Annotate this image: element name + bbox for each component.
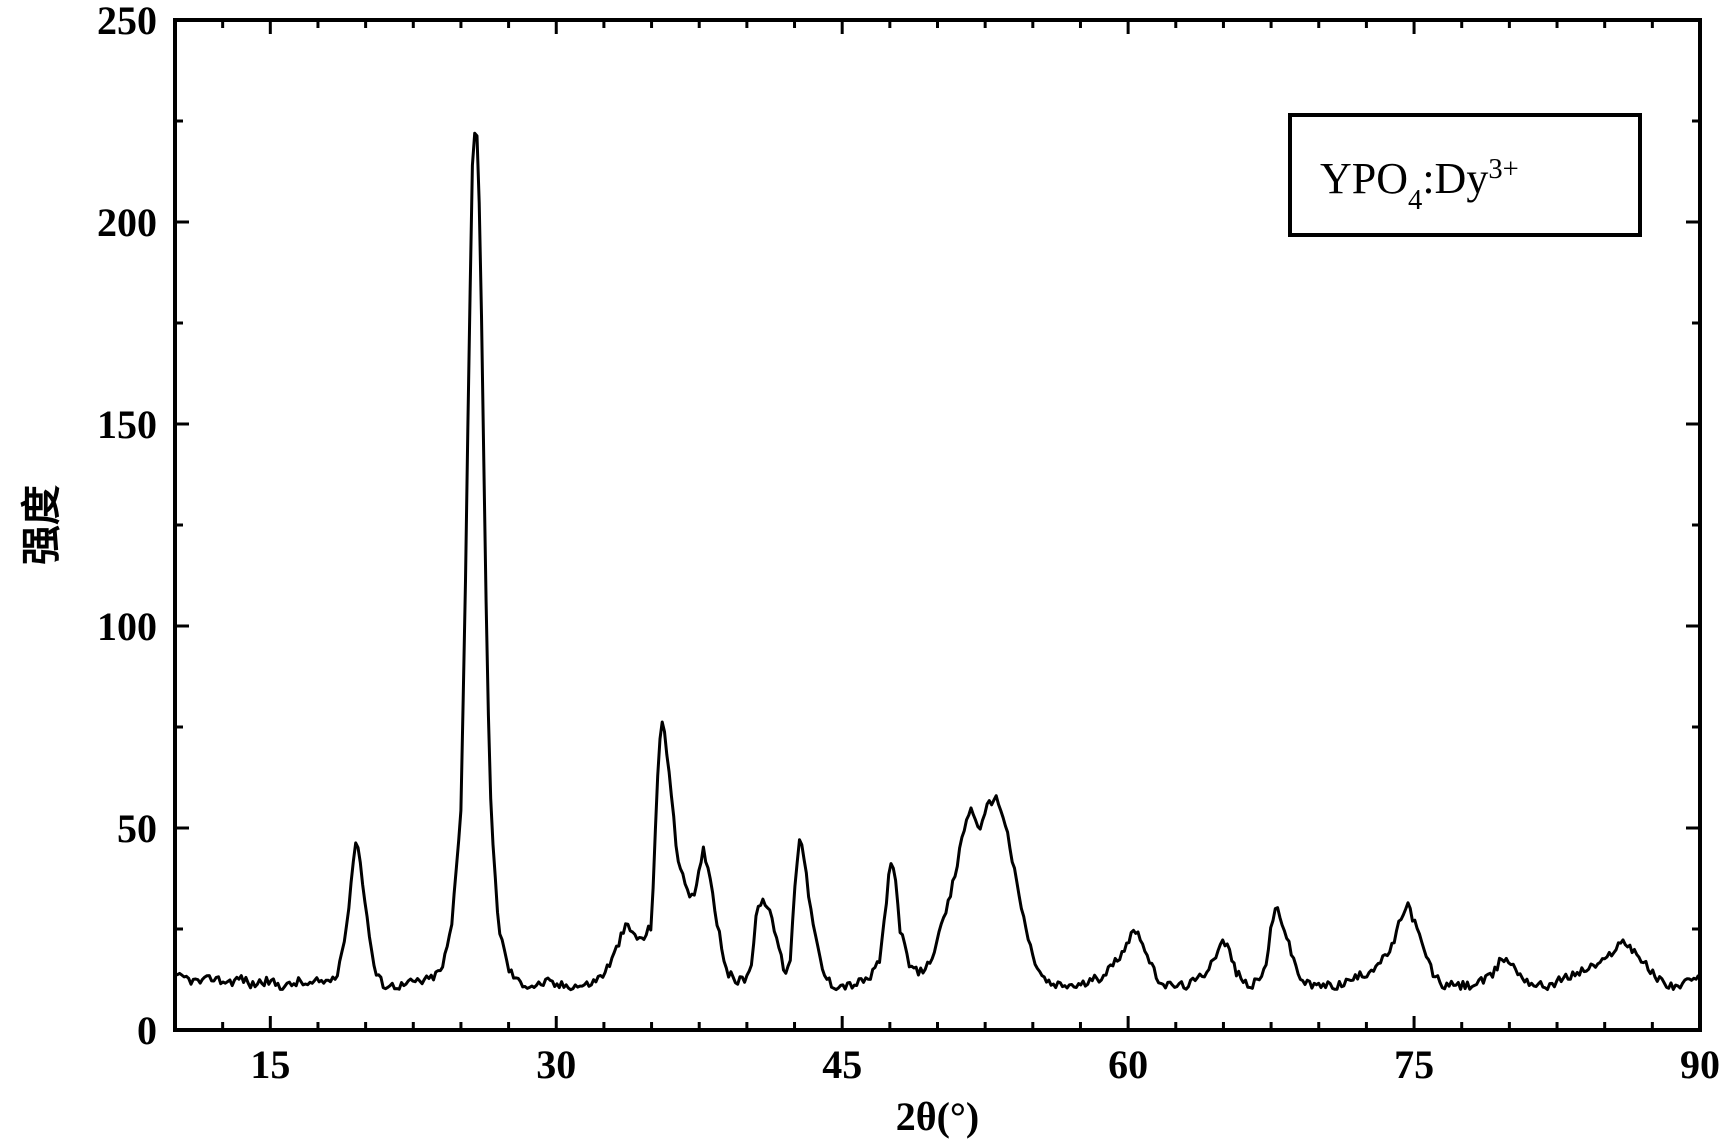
chart-svg: 1530456075900501001502002502θ(°)强度YPO4:D…: [0, 0, 1735, 1144]
x-tick-label: 60: [1108, 1042, 1148, 1087]
x-tick-label: 75: [1394, 1042, 1434, 1087]
x-axis-label: 2θ(°): [896, 1094, 980, 1139]
y-tick-label: 200: [97, 200, 157, 245]
y-tick-label: 100: [97, 604, 157, 649]
xrd-chart: 1530456075900501001502002502θ(°)强度YPO4:D…: [0, 0, 1735, 1144]
y-axis-label: 强度: [19, 485, 64, 565]
x-tick-label: 90: [1680, 1042, 1720, 1087]
x-tick-label: 30: [536, 1042, 576, 1087]
y-tick-label: 0: [137, 1008, 157, 1053]
x-tick-label: 15: [250, 1042, 290, 1087]
y-tick-label: 50: [117, 806, 157, 851]
x-tick-label: 45: [822, 1042, 862, 1087]
y-tick-label: 250: [97, 0, 157, 43]
xrd-data-line: [175, 133, 1699, 989]
y-tick-label: 150: [97, 402, 157, 447]
